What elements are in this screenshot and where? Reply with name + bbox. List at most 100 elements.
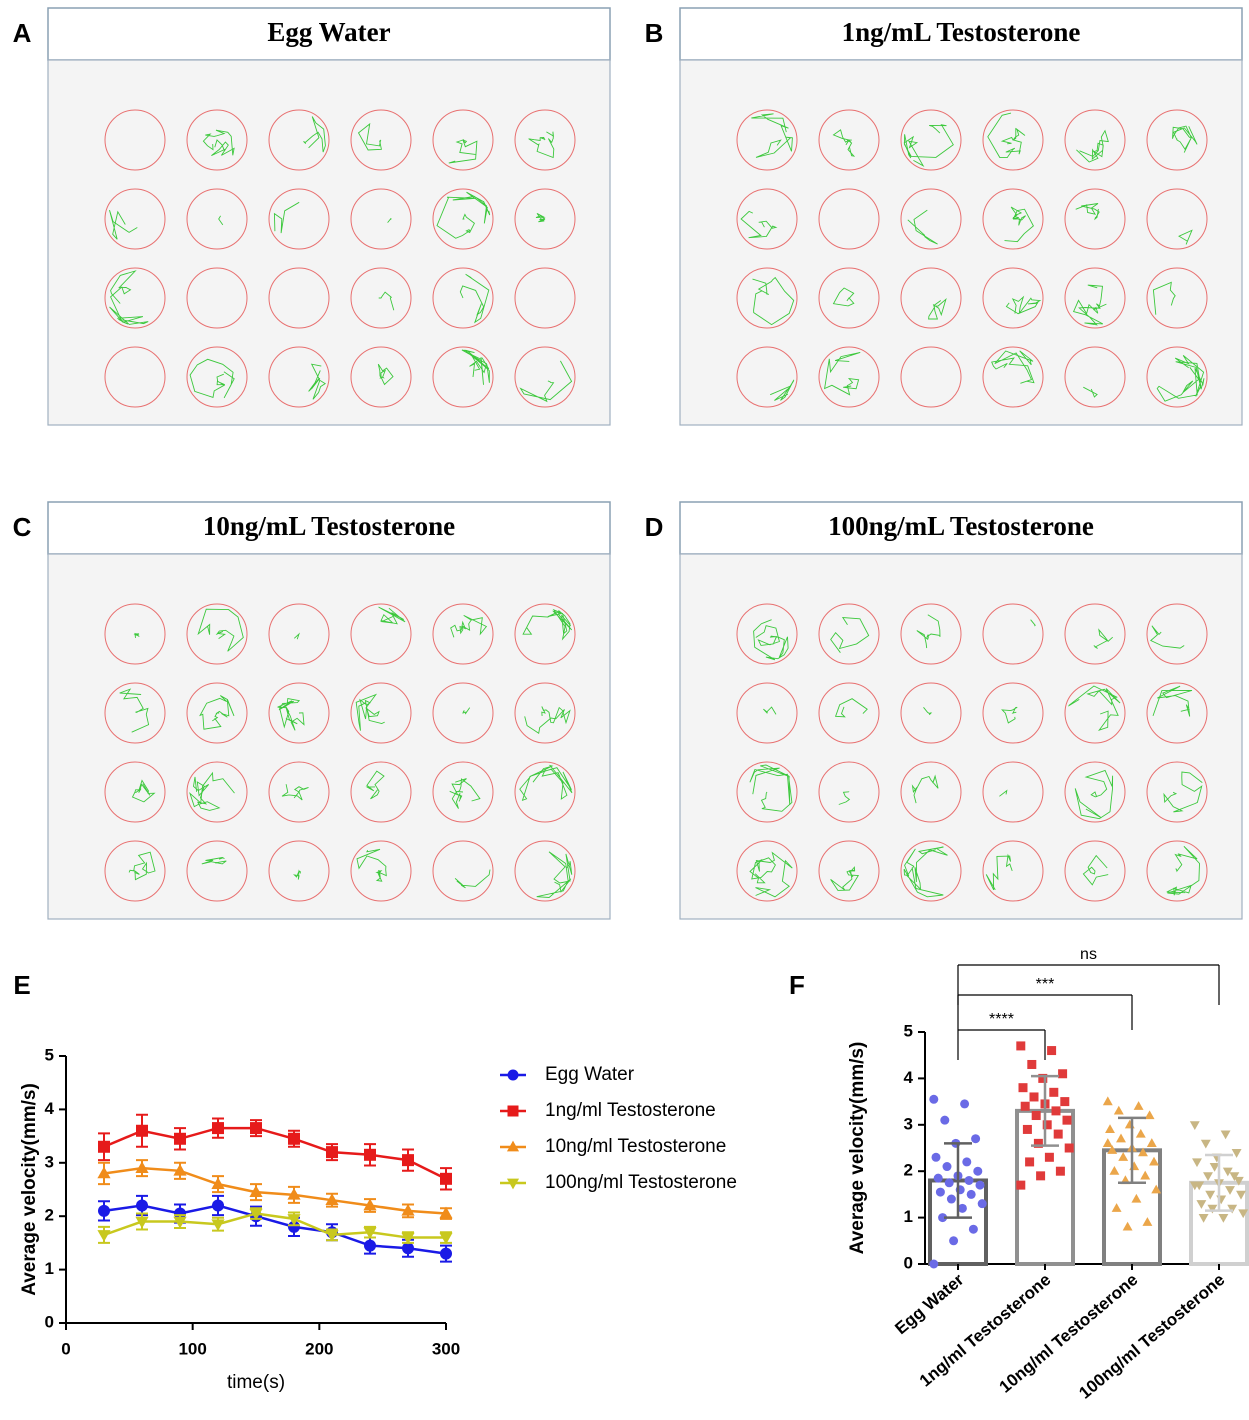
data-point: [1045, 1153, 1054, 1162]
data-point: [1114, 1106, 1124, 1115]
panel-letter: A: [13, 18, 32, 48]
data-point: [364, 1149, 376, 1161]
data-point: [1052, 1106, 1061, 1115]
panel-letter: D: [645, 512, 664, 542]
data-point: [1023, 1125, 1032, 1134]
data-point: [440, 1173, 452, 1185]
data-point: [402, 1154, 414, 1166]
significance-label: ****: [989, 1011, 1014, 1028]
panel-title: Egg Water: [267, 17, 390, 47]
data-point: [1065, 1144, 1074, 1153]
data-point: [1063, 1116, 1072, 1125]
y-tick-label: 0: [904, 1253, 913, 1272]
data-point: [971, 1134, 980, 1143]
data-point: [1190, 1121, 1200, 1130]
x-axis-title: time(s): [227, 1372, 285, 1393]
data-point: [1125, 1120, 1135, 1129]
data-point: [1019, 1083, 1028, 1092]
data-point: [364, 1240, 376, 1252]
legend-label: 100ng/ml Testosterone: [545, 1172, 737, 1193]
y-tick-label: 4: [904, 1068, 914, 1087]
data-point: [98, 1141, 110, 1153]
data-point: [1054, 1130, 1063, 1139]
data-point: [969, 1225, 978, 1234]
data-point: [1134, 1101, 1144, 1110]
data-point: [1016, 1041, 1025, 1050]
data-point: [965, 1176, 974, 1185]
panel-letter: B: [645, 18, 664, 48]
data-point: [940, 1116, 949, 1125]
legend-label: Egg Water: [545, 1064, 635, 1085]
y-axis-title: Average velocity(mm/s): [19, 1083, 40, 1296]
data-point: [1201, 1140, 1211, 1149]
data-point: [1030, 1092, 1039, 1101]
x-tick-label: 100ng/ml Testosterone: [1075, 1270, 1228, 1403]
data-point: [288, 1133, 300, 1145]
data-point: [1027, 1060, 1036, 1069]
data-point: [945, 1178, 954, 1187]
y-tick-label: 5: [45, 1045, 54, 1064]
data-point: [1147, 1138, 1157, 1147]
data-point: [1016, 1181, 1025, 1190]
legend-marker: [508, 1106, 519, 1117]
data-point: [212, 1122, 224, 1134]
data-point: [936, 1188, 945, 1197]
series-line: [104, 1206, 446, 1254]
data-point: [943, 1162, 952, 1171]
y-tick-label: 0: [45, 1312, 54, 1331]
data-point: [1192, 1158, 1202, 1167]
series-line: [104, 1214, 446, 1238]
data-point: [250, 1122, 262, 1134]
data-point: [326, 1146, 338, 1158]
data-point: [135, 1161, 148, 1173]
y-tick-label: 1: [45, 1259, 54, 1278]
y-axis-title: Average velocity(mm/s): [847, 1042, 868, 1255]
panel-title: 1ng/mL Testosterone: [842, 17, 1081, 47]
x-tick-label: 10ng/ml Testosterone: [996, 1270, 1142, 1397]
data-point: [976, 1181, 985, 1190]
data-point: [1036, 1171, 1045, 1180]
x-tick-label: 300: [432, 1339, 460, 1358]
y-tick-label: 1: [904, 1207, 913, 1226]
data-point: [1203, 1172, 1213, 1181]
data-point: [1047, 1046, 1056, 1055]
x-tick-label: 200: [305, 1339, 333, 1358]
x-tick-label: 0: [61, 1339, 70, 1358]
y-tick-label: 3: [45, 1152, 54, 1171]
data-point: [1116, 1134, 1126, 1143]
data-point: [1232, 1149, 1242, 1158]
data-point: [1060, 1097, 1069, 1106]
data-point: [1221, 1130, 1231, 1139]
x-tick-label: 100: [178, 1339, 206, 1358]
data-point: [1032, 1111, 1041, 1120]
data-point: [967, 1190, 976, 1199]
data-point: [960, 1099, 969, 1108]
data-point: [1049, 1088, 1058, 1097]
data-point: [211, 1219, 224, 1231]
data-point: [440, 1248, 452, 1260]
panel-letter: C: [13, 512, 32, 542]
significance-label: ***: [1036, 976, 1055, 993]
legend-marker: [508, 1070, 519, 1081]
data-point: [1056, 1167, 1065, 1176]
data-point: [949, 1236, 958, 1245]
data-point: [1145, 1110, 1155, 1119]
data-point: [1103, 1138, 1113, 1147]
y-tick-label: 3: [904, 1114, 913, 1133]
y-tick-label: 5: [904, 1021, 913, 1040]
data-point: [1136, 1129, 1146, 1138]
y-tick-label: 2: [904, 1161, 913, 1180]
series-line: [104, 1128, 446, 1179]
data-point: [136, 1125, 148, 1137]
data-point: [98, 1205, 110, 1217]
data-point: [1105, 1124, 1115, 1133]
data-point: [1058, 1069, 1067, 1078]
x-tick-label: Egg Water: [891, 1270, 967, 1338]
legend-label: 10ng/ml Testosterone: [545, 1136, 726, 1157]
data-point: [929, 1095, 938, 1104]
data-point: [973, 1167, 982, 1176]
data-point: [947, 1195, 956, 1204]
panel-title: 100ng/mL Testosterone: [828, 511, 1094, 541]
data-point: [929, 1260, 938, 1269]
y-tick-label: 4: [45, 1099, 55, 1118]
